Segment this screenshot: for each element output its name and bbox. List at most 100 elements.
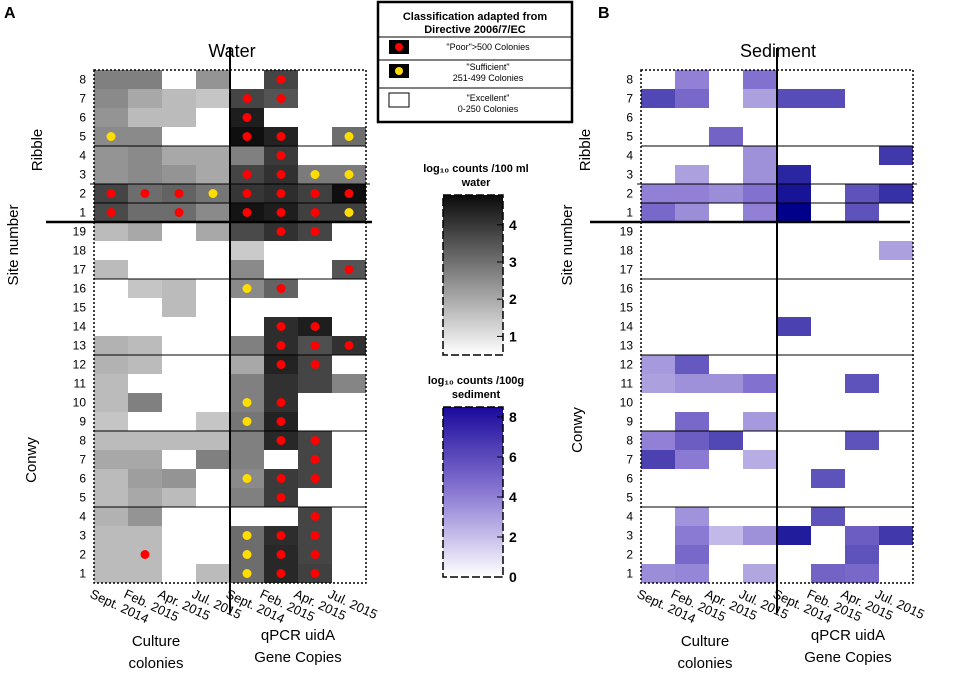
heatmap-cell xyxy=(94,355,128,374)
classification-dot-poor xyxy=(310,322,320,331)
classification-dot-poor xyxy=(310,531,320,540)
classification-legend: Classification adapted from Directive 20… xyxy=(376,0,574,124)
water-heatmap: 8765432119181716151413121110987654321Sep… xyxy=(46,48,380,626)
heatmap-cell xyxy=(128,393,162,412)
heatmap-cell xyxy=(845,431,879,450)
classification-dot-poor xyxy=(276,170,286,179)
heatmap-cell xyxy=(94,545,128,564)
heatmap-cell xyxy=(709,127,743,146)
legend-excellent-label-2: 0-250 Colonies xyxy=(458,104,519,114)
heatmap-cell xyxy=(128,146,162,165)
water-xgroup-culture-1: Culture xyxy=(132,633,180,650)
heatmap-cell xyxy=(128,222,162,241)
sediment-colorbar-ticks: 0 2 4 6 8 xyxy=(497,409,517,585)
heatmap-cell xyxy=(777,526,811,545)
site-number-label: 3 xyxy=(79,529,86,543)
classification-dot-poor xyxy=(276,436,286,445)
classification-dot-poor xyxy=(140,189,150,198)
site-number-label: 9 xyxy=(79,415,86,429)
classification-dot-poor xyxy=(310,512,320,521)
water-group-conwy: Conwy xyxy=(23,437,40,483)
heatmap-cell xyxy=(94,108,128,127)
colorbar-tick-label: 6 xyxy=(509,449,517,465)
heatmap-cell xyxy=(777,203,811,222)
site-number-label: 7 xyxy=(79,92,86,106)
heatmap-cell xyxy=(879,184,913,203)
heatmap-cell xyxy=(709,374,743,393)
heatmap-cell xyxy=(641,431,675,450)
classification-dot-poor xyxy=(276,151,286,160)
heatmap-cell xyxy=(230,488,264,507)
heatmap-cell xyxy=(743,374,777,393)
site-number-label: 8 xyxy=(626,434,633,448)
site-number-label: 5 xyxy=(79,130,86,144)
classification-dot-poor xyxy=(276,189,286,198)
classification-dot-sufficient xyxy=(242,398,252,407)
heatmap-cell xyxy=(128,127,162,146)
sediment-colorbar-title-2: sediment xyxy=(452,389,501,401)
heatmap-cell xyxy=(675,184,709,203)
heatmap-cell xyxy=(196,450,230,469)
water-group-ribble: Ribble xyxy=(29,129,46,172)
heatmap-cell xyxy=(675,450,709,469)
heatmap-cell xyxy=(743,89,777,108)
heatmap-cell xyxy=(641,374,675,393)
heatmap-cell xyxy=(196,222,230,241)
classification-dot-poor xyxy=(140,550,150,559)
site-number-label: 2 xyxy=(79,548,86,562)
heatmap-cell xyxy=(230,260,264,279)
sediment-group-conwy: Conwy xyxy=(569,407,586,453)
classification-dot-sufficient xyxy=(242,550,252,559)
site-number-label: 2 xyxy=(79,187,86,201)
classification-dot-poor xyxy=(276,398,286,407)
legend-poor-dot xyxy=(395,43,403,51)
heatmap-cell xyxy=(162,469,196,488)
classification-dot-poor xyxy=(276,417,286,426)
heatmap-cell xyxy=(641,355,675,374)
heatmap-cell xyxy=(675,374,709,393)
heatmap-cell xyxy=(230,241,264,260)
classification-dot-poor xyxy=(276,341,286,350)
heatmap-cell xyxy=(845,374,879,393)
water-xgroup-culture-2: colonies xyxy=(128,655,183,672)
site-number-label: 10 xyxy=(73,396,87,410)
heatmap-cell xyxy=(196,412,230,431)
heatmap-cell xyxy=(743,184,777,203)
site-number-label: 11 xyxy=(74,377,87,391)
heatmap-cell xyxy=(811,469,845,488)
sediment-xgroup-qpcr-2: Gene Copies xyxy=(804,649,892,666)
site-number-label: 10 xyxy=(620,396,634,410)
heatmap-cell xyxy=(230,146,264,165)
colorbar-tick-label: 3 xyxy=(509,254,517,270)
heatmap-cell xyxy=(675,526,709,545)
sediment-heatmap: 8765432119181716151413121110987654321Sep… xyxy=(590,48,927,626)
heatmap-cell xyxy=(128,507,162,526)
heatmap-cell xyxy=(162,89,196,108)
sediment-colorbar-title-1: log₁₀ counts /100g xyxy=(428,375,524,387)
heatmap-cell xyxy=(879,241,913,260)
site-number-label: 15 xyxy=(73,301,87,315)
legend-sufficient-label-2: 251-499 Colonies xyxy=(453,73,524,83)
heatmap-cell xyxy=(641,203,675,222)
heatmap-cell xyxy=(777,165,811,184)
water-title: Water xyxy=(208,41,255,61)
heatmap-cell xyxy=(811,89,845,108)
classification-dot-poor xyxy=(310,189,320,198)
site-number-label: 5 xyxy=(79,491,86,505)
legend-sufficient-dot xyxy=(395,67,403,75)
site-number-label: 1 xyxy=(626,206,633,220)
heatmap-cell xyxy=(230,222,264,241)
classification-dot-poor xyxy=(242,132,252,141)
heatmap-cell xyxy=(128,165,162,184)
heatmap-cell xyxy=(94,488,128,507)
heatmap-cell xyxy=(332,374,366,393)
classification-dot-poor xyxy=(106,208,116,217)
site-number-label: 18 xyxy=(73,244,87,258)
site-number-label: 12 xyxy=(620,358,634,372)
heatmap-cell xyxy=(128,469,162,488)
heatmap-cell xyxy=(743,203,777,222)
classification-dot-sufficient xyxy=(208,189,218,198)
classification-dot-poor xyxy=(276,493,286,502)
legend-title-2: Directive 2006/7/EC xyxy=(424,24,526,36)
